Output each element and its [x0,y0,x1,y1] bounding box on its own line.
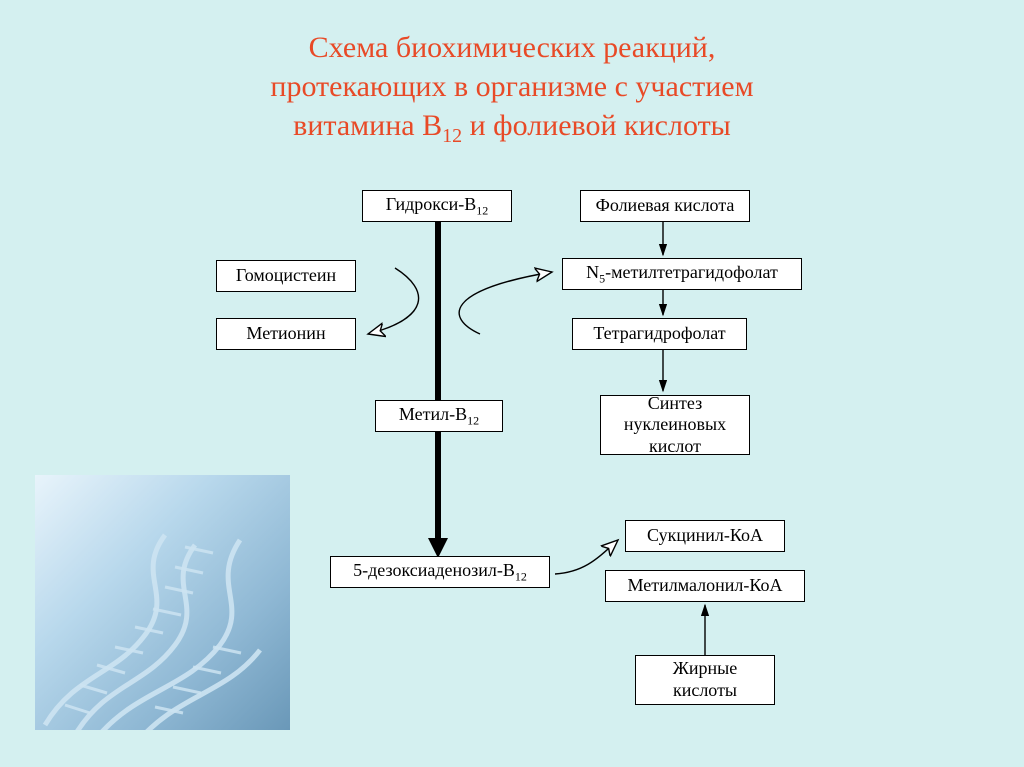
node-methionine-label: Метионин [246,323,325,345]
node-hydroxy-b12-label: Гидрокси-В12 [386,194,488,218]
node-methyl-b12: Метил-В12 [375,400,503,432]
node-fatty-label: Жирные кислоты [646,658,764,701]
node-fatty-acids: Жирные кислоты [635,655,775,705]
node-mmcoa-label: Метилмалонил-КоА [628,575,783,597]
curve-deoxy-succinyl [555,540,618,574]
node-succinyl-coa: Сукцинил-КоА [625,520,785,552]
node-homocysteine-label: Гомоцистеин [236,265,336,287]
node-5-deoxyadenosyl-b12: 5-дезоксиаденозил-В12 [330,556,550,588]
dna-thumbnail [35,475,290,730]
node-succinyl-label: Сукцинил-КоА [647,525,763,547]
node-methylb12-label: Метил-В12 [399,404,479,428]
node-homocysteine: Гомоцистеин [216,260,356,292]
main-pathway-arrowhead [428,538,448,558]
node-n5-methylthf: N5-метилтетрагидофолат [562,258,802,290]
node-nucleic-synth: Синтез нуклеиновых кислот [600,395,750,455]
curve-right [459,272,552,334]
node-folate: Фолиевая кислота [580,190,750,222]
node-folate-label: Фолиевая кислота [596,195,735,217]
node-hydroxy-b12: Гидрокси-В12 [362,190,512,222]
curve-left [368,268,419,334]
node-synth-label: Синтез нуклеиновых кислот [611,393,739,458]
node-deoxy-label: 5-дезоксиаденозил-В12 [353,560,527,584]
node-thf: Тетрагидрофолат [572,318,747,350]
node-methylmalonyl-coa: Метилмалонил-КоА [605,570,805,602]
node-n5-label: N5-метилтетрагидофолат [586,262,778,286]
node-thf-label: Тетрагидрофолат [593,323,725,345]
node-methionine: Метионин [216,318,356,350]
dna-helix-icon [35,475,290,730]
flowchart-container: Гидрокси-В12 Фолиевая кислота Гомоцистеи… [0,0,1024,767]
